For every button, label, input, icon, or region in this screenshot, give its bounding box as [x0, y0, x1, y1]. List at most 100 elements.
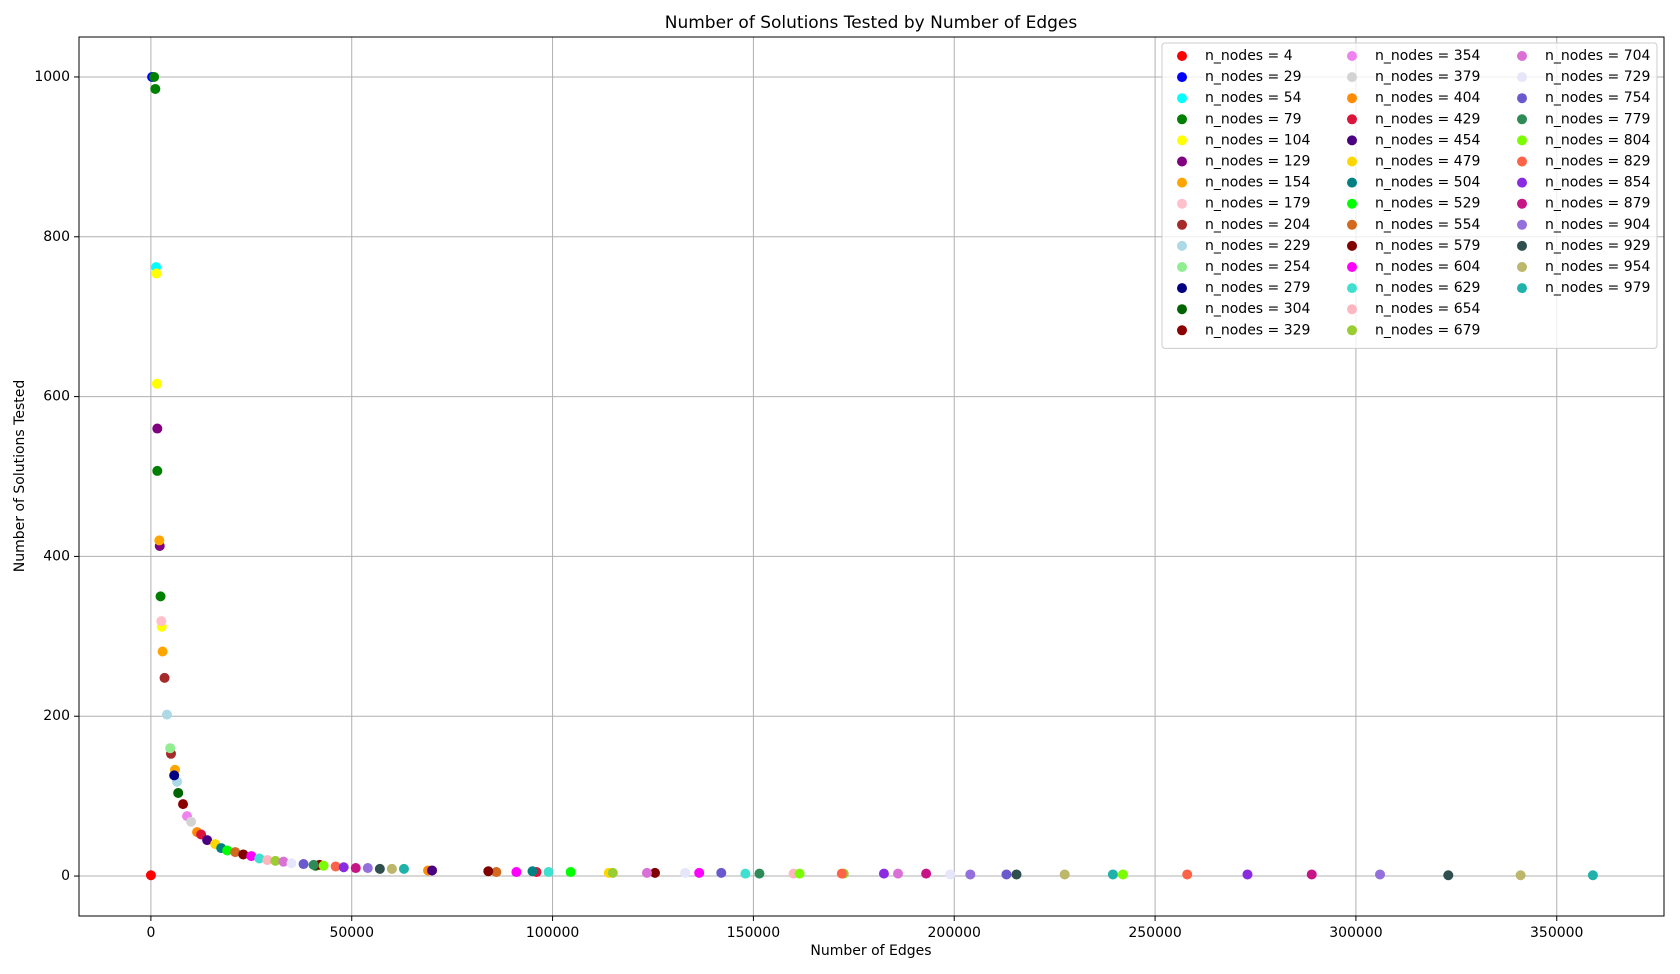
- legend-marker: [1177, 177, 1187, 188]
- legend-marker: [1347, 240, 1357, 251]
- point: [152, 423, 163, 434]
- point: [491, 867, 502, 878]
- legend-marker: [1347, 93, 1357, 104]
- plot-frame: [78, 36, 1665, 917]
- point: [186, 816, 197, 827]
- x-tick-label: 350000: [1530, 925, 1583, 941]
- point: [350, 863, 361, 874]
- legend-label: n_nodes = 479: [1375, 154, 1480, 170]
- legend-label: n_nodes = 54: [1205, 90, 1302, 106]
- legend-marker: [1177, 219, 1187, 230]
- legend-marker: [1347, 72, 1357, 83]
- point: [1242, 869, 1253, 880]
- y-tick-label: 1000: [34, 69, 70, 85]
- point: [1306, 869, 1317, 880]
- point: [1107, 869, 1118, 880]
- point: [330, 861, 341, 872]
- legend-marker: [1347, 283, 1357, 294]
- legend-label: n_nodes = 329: [1205, 322, 1310, 338]
- point: [1587, 870, 1598, 881]
- y-tick-label: 0: [61, 868, 70, 884]
- point: [607, 867, 618, 878]
- legend-label: n_nodes = 829: [1545, 154, 1650, 170]
- legend-marker: [1517, 135, 1527, 146]
- point: [169, 770, 180, 781]
- point: [270, 855, 281, 866]
- point: [836, 868, 847, 879]
- legend-marker: [1177, 240, 1187, 251]
- point: [230, 847, 241, 858]
- legend-marker: [1347, 114, 1357, 125]
- point: [1117, 869, 1128, 880]
- legend-marker: [1517, 240, 1527, 251]
- legend-label: n_nodes = 954: [1545, 259, 1651, 275]
- point: [1011, 869, 1022, 880]
- point: [151, 268, 162, 279]
- point: [427, 865, 438, 876]
- point: [238, 849, 249, 860]
- point: [222, 845, 233, 856]
- legend-marker: [1347, 262, 1357, 272]
- legend-marker: [1177, 283, 1187, 294]
- point: [161, 709, 172, 720]
- legend-label: n_nodes = 854: [1545, 175, 1651, 191]
- legend-marker: [1517, 262, 1527, 272]
- legend-label: n_nodes = 729: [1545, 69, 1650, 85]
- y-tick-label: 800: [43, 229, 70, 245]
- legend-marker: [1347, 198, 1357, 209]
- x-tick-label: 100000: [526, 925, 579, 941]
- legend-marker: [1177, 156, 1187, 167]
- point: [1375, 869, 1386, 880]
- legend-marker: [1517, 114, 1527, 125]
- point: [286, 858, 297, 869]
- point: [483, 866, 494, 877]
- legend-label: n_nodes = 404: [1375, 90, 1481, 106]
- chart-title: Number of Solutions Tested by Number of …: [665, 13, 1078, 33]
- point: [740, 868, 751, 879]
- x-tick-label: 300000: [1329, 925, 1382, 941]
- legend-label: n_nodes = 254: [1205, 259, 1311, 275]
- point: [374, 863, 385, 874]
- legend-label: n_nodes = 929: [1545, 238, 1650, 254]
- point: [893, 868, 904, 879]
- point: [694, 867, 705, 878]
- x-tick-label: 200000: [928, 925, 981, 941]
- point: [155, 591, 166, 602]
- point: [362, 863, 373, 874]
- legend-marker: [1177, 72, 1187, 83]
- legend-label: n_nodes = 4: [1205, 48, 1293, 64]
- point: [145, 870, 156, 881]
- point: [794, 868, 805, 879]
- point: [1059, 869, 1070, 880]
- point: [308, 859, 319, 870]
- point: [543, 867, 554, 878]
- point: [159, 672, 170, 683]
- legend-label: n_nodes = 429: [1375, 111, 1480, 127]
- point: [150, 83, 161, 94]
- legend-label: n_nodes = 29: [1205, 69, 1302, 85]
- point: [921, 868, 932, 879]
- y-axis-label: Number of Solutions Tested: [12, 380, 28, 572]
- legend-label: n_nodes = 629: [1375, 280, 1480, 296]
- legend-label: n_nodes = 504: [1375, 175, 1481, 191]
- point: [278, 856, 289, 867]
- legend-marker: [1517, 198, 1527, 209]
- legend-marker: [1177, 304, 1187, 315]
- point: [165, 743, 176, 754]
- legend-label: n_nodes = 154: [1205, 175, 1311, 191]
- legend-marker: [1347, 156, 1357, 167]
- point: [178, 799, 189, 810]
- point: [1515, 870, 1526, 881]
- point: [1182, 869, 1193, 880]
- legend-marker: [1347, 325, 1357, 336]
- legend-label: n_nodes = 654: [1375, 301, 1481, 317]
- point: [527, 866, 538, 877]
- legend-marker: [1517, 156, 1527, 167]
- legend-marker: [1517, 219, 1527, 230]
- legend-marker: [1177, 198, 1187, 209]
- legend-label: n_nodes = 679: [1375, 322, 1480, 338]
- legend-label: n_nodes = 79: [1205, 111, 1302, 127]
- x-tick-label: 150000: [727, 925, 780, 941]
- legend-label: n_nodes = 379: [1375, 69, 1480, 85]
